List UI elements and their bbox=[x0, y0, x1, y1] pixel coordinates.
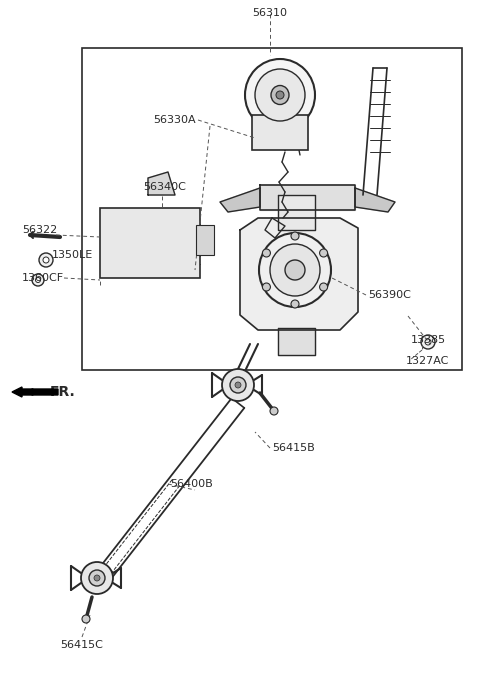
Circle shape bbox=[94, 575, 100, 581]
Bar bbox=[82, 48, 462, 370]
Ellipse shape bbox=[276, 91, 284, 99]
Polygon shape bbox=[278, 328, 315, 355]
Circle shape bbox=[32, 274, 44, 286]
Bar bbox=[252, 115, 308, 150]
Polygon shape bbox=[240, 218, 358, 330]
Text: 56415B: 56415B bbox=[272, 443, 315, 453]
Text: 56340C: 56340C bbox=[144, 182, 186, 192]
Polygon shape bbox=[355, 188, 395, 212]
Ellipse shape bbox=[255, 69, 305, 121]
Text: 56400B: 56400B bbox=[170, 479, 213, 489]
Polygon shape bbox=[278, 195, 315, 230]
Bar bbox=[196, 225, 214, 255]
Text: 56390C: 56390C bbox=[368, 290, 411, 300]
Text: 1327AC: 1327AC bbox=[406, 356, 450, 366]
Polygon shape bbox=[220, 188, 260, 212]
Circle shape bbox=[291, 300, 299, 308]
Circle shape bbox=[263, 283, 270, 291]
Circle shape bbox=[235, 382, 241, 388]
Text: 56330A: 56330A bbox=[154, 115, 196, 125]
Circle shape bbox=[230, 377, 246, 393]
Circle shape bbox=[320, 283, 327, 291]
Circle shape bbox=[81, 562, 113, 594]
Text: 13385: 13385 bbox=[410, 335, 445, 345]
Circle shape bbox=[36, 277, 40, 283]
Text: 56415C: 56415C bbox=[60, 640, 103, 650]
Text: 56310: 56310 bbox=[252, 8, 288, 18]
Circle shape bbox=[263, 249, 270, 257]
Circle shape bbox=[421, 335, 435, 349]
Circle shape bbox=[39, 253, 53, 267]
Ellipse shape bbox=[245, 59, 315, 131]
Ellipse shape bbox=[270, 244, 320, 296]
Ellipse shape bbox=[285, 260, 305, 280]
Circle shape bbox=[82, 615, 90, 623]
Circle shape bbox=[89, 570, 105, 586]
Ellipse shape bbox=[271, 85, 289, 104]
FancyArrow shape bbox=[12, 387, 58, 397]
Circle shape bbox=[320, 249, 327, 257]
Circle shape bbox=[270, 407, 278, 415]
Circle shape bbox=[43, 257, 49, 263]
Polygon shape bbox=[265, 218, 285, 238]
Bar bbox=[100, 208, 200, 278]
Text: 1360CF: 1360CF bbox=[22, 273, 64, 283]
Polygon shape bbox=[148, 172, 175, 195]
Text: FR.: FR. bbox=[50, 385, 76, 399]
Polygon shape bbox=[260, 185, 355, 210]
Circle shape bbox=[222, 369, 254, 401]
Circle shape bbox=[291, 232, 299, 240]
Text: 1350LE: 1350LE bbox=[52, 250, 93, 260]
Ellipse shape bbox=[259, 233, 331, 307]
Text: 56322: 56322 bbox=[22, 225, 57, 235]
